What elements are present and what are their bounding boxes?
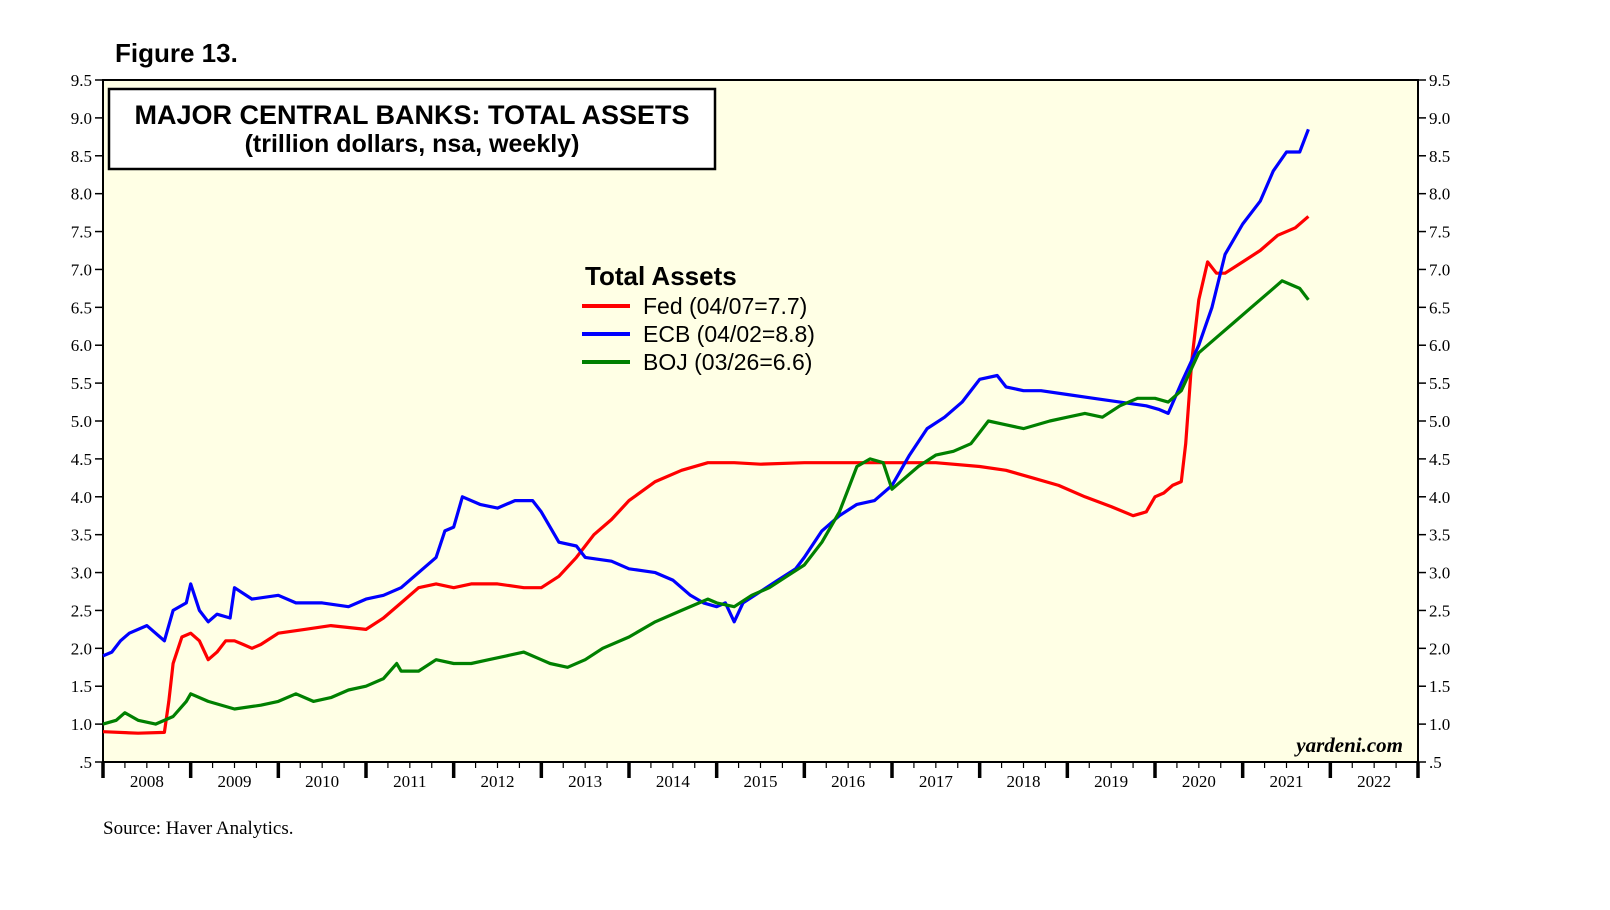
y-tick-label-left: 5.5 — [71, 374, 92, 393]
axis-group: .5 .5 1.0 1.0 1.5 1.5 2.0 2.0 2.5 2.5 3.0 3.0 3.5 3.5… — [71, 71, 1451, 791]
x-tick-label: 2015 — [744, 772, 778, 791]
y-tick-label-right: 7.5 — [1429, 223, 1450, 242]
y-tick-label-left: 3.0 — [71, 564, 92, 583]
y-tick-label-right: 9.0 — [1429, 109, 1450, 128]
plot-background — [102, 79, 1419, 763]
y-tick-label-right: 2.5 — [1429, 601, 1450, 620]
y-tick-label-left: .5 — [79, 753, 92, 772]
y-tick-label-left: 9.0 — [71, 109, 92, 128]
y-tick-label-left: 4.5 — [71, 450, 92, 469]
legend-label: ECB (04/02=8.8) — [643, 321, 815, 347]
y-tick-label-right: 1.5 — [1429, 677, 1450, 696]
source-note: Source: Haver Analytics. — [103, 818, 294, 839]
y-tick-label-left: 6.0 — [71, 336, 92, 355]
legend-label: Fed (04/07=7.7) — [643, 293, 807, 319]
y-tick-label-left: 7.0 — [71, 260, 92, 279]
chart-title: MAJOR CENTRAL BANKS: TOTAL ASSETS — [134, 100, 689, 130]
y-tick-label-right: 4.0 — [1429, 488, 1450, 507]
x-tick-label: 2020 — [1182, 772, 1216, 791]
y-tick-label-left: 2.5 — [71, 601, 92, 620]
y-tick-label-right: 5.5 — [1429, 374, 1450, 393]
x-tick-label: 2018 — [1007, 772, 1041, 791]
x-tick-label: 2016 — [831, 772, 865, 791]
series-line-1 — [102, 128, 1310, 658]
x-tick-label: 2010 — [305, 772, 339, 791]
y-tick-label-right: 9.5 — [1429, 71, 1450, 90]
series-line-2 — [102, 279, 1310, 726]
y-tick-label-right: 4.5 — [1429, 450, 1450, 469]
y-tick-label-left: 7.5 — [71, 223, 92, 242]
y-tick-label-left: 3.5 — [71, 526, 92, 545]
x-tick-label: 2008 — [130, 772, 164, 791]
y-tick-label-right: 7.0 — [1429, 260, 1450, 279]
chart-title-box: MAJOR CENTRAL BANKS: TOTAL ASSETS (trill… — [107, 87, 717, 171]
x-tick-label: 2009 — [218, 772, 252, 791]
title-frame — [107, 87, 717, 171]
x-tick-label: 2013 — [568, 772, 602, 791]
x-tick-label: 2012 — [481, 772, 515, 791]
y-tick-label-left: 4.0 — [71, 488, 92, 507]
legend-title: Total Assets — [585, 261, 737, 291]
y-tick-label-left: 8.5 — [71, 147, 92, 166]
legend: Total Assets Fed (04/07=7.7)ECB (04/02=8… — [582, 261, 815, 375]
y-tick-label-right: 6.0 — [1429, 336, 1450, 355]
y-tick-label-right: 1.0 — [1429, 715, 1450, 734]
y-tick-label-right: 6.5 — [1429, 298, 1450, 317]
x-tick-label: 2022 — [1357, 772, 1391, 791]
x-tick-label: 2021 — [1270, 772, 1304, 791]
watermark: yardeni.com — [1293, 733, 1403, 757]
y-tick-label-left: 2.0 — [71, 639, 92, 658]
y-tick-label-left: 9.5 — [71, 71, 92, 90]
x-tick-label: 2011 — [393, 772, 426, 791]
legend-label: BOJ (03/26=6.6) — [643, 349, 812, 375]
y-tick-label-right: 3.0 — [1429, 564, 1450, 583]
figure-label: Figure 13. — [115, 38, 238, 68]
chart-subtitle: (trillion dollars, nsa, weekly) — [245, 130, 580, 158]
y-tick-label-right: 8.5 — [1429, 147, 1450, 166]
y-tick-label-left: 1.0 — [71, 715, 92, 734]
y-tick-label-left: 8.0 — [71, 185, 92, 204]
y-tick-label-right: .5 — [1429, 753, 1442, 772]
x-tick-label: 2019 — [1094, 772, 1128, 791]
y-tick-label-left: 1.5 — [71, 677, 92, 696]
y-tick-label-left: 6.5 — [71, 298, 92, 317]
y-tick-label-right: 2.0 — [1429, 639, 1450, 658]
x-tick-label: 2017 — [919, 772, 954, 791]
y-tick-label-left: 5.0 — [71, 412, 92, 431]
x-tick-label: 2014 — [656, 772, 691, 791]
series-line-0 — [102, 215, 1310, 735]
y-tick-label-right: 3.5 — [1429, 526, 1450, 545]
series-group — [102, 128, 1310, 735]
y-tick-label-right: 5.0 — [1429, 412, 1450, 431]
y-tick-label-right: 8.0 — [1429, 185, 1450, 204]
